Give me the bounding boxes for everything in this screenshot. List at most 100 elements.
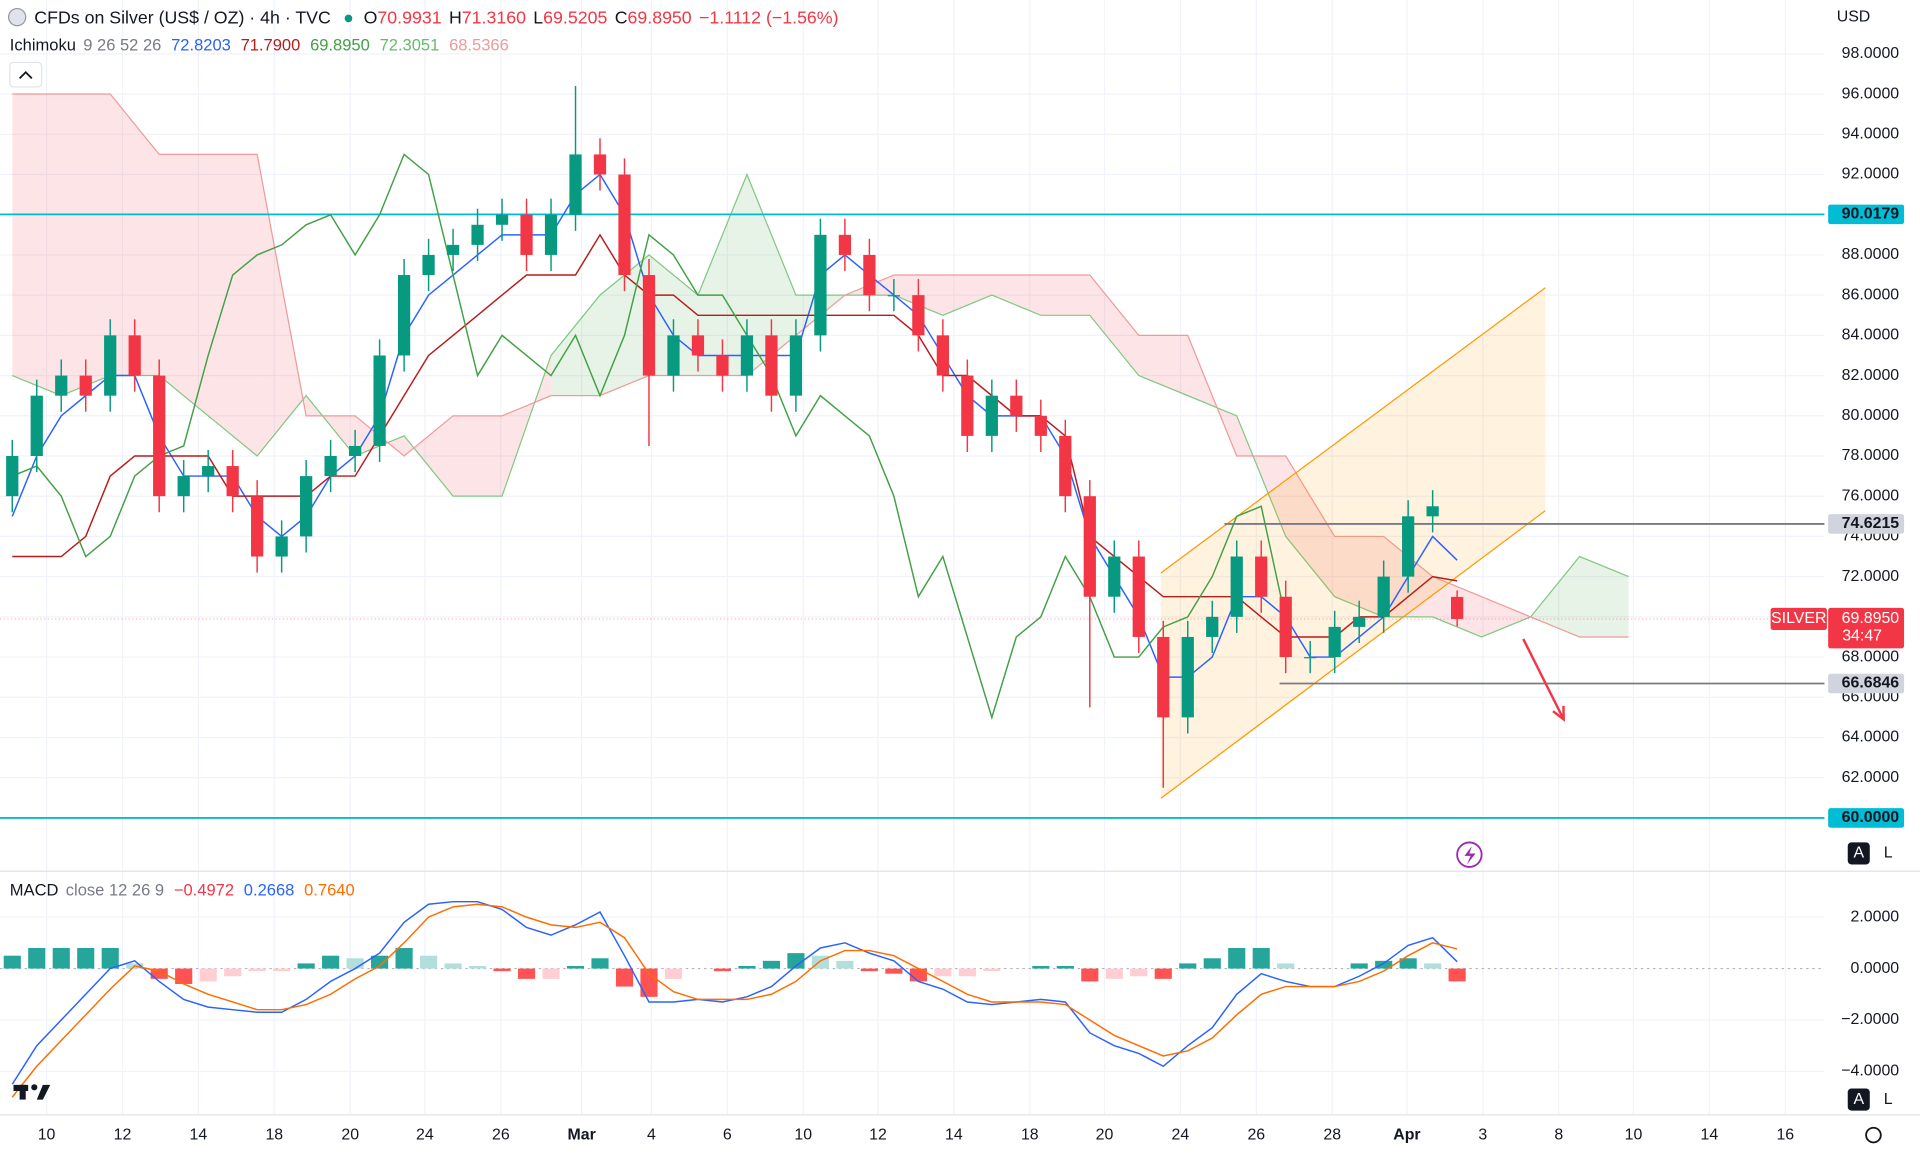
x-tick-label: 18 [265,1126,283,1143]
candle-body [838,234,852,255]
x-tick-label: 6 [723,1126,732,1143]
channel-area [1160,287,1546,799]
y-tick-label: 86.0000 [1842,286,1900,303]
scale-button[interactable]: A [1853,845,1864,862]
histogram-bar [542,968,560,979]
scale-button[interactable]: L [1884,1091,1893,1108]
collapse-button[interactable] [9,61,43,88]
candle-body [936,335,949,376]
symbol-icon [7,7,27,27]
y-tick-label: 96.0000 [1842,85,1900,102]
symbol-tag [1770,607,1827,630]
candle-body [667,335,680,376]
histogram-bar [1154,968,1172,979]
x-tick-label: 12 [114,1126,132,1143]
histogram-bar [297,963,315,969]
candle-body [153,375,166,497]
candle-body [1304,657,1317,659]
x-tick-label: Apr [1393,1126,1420,1143]
scale-button-bg [1847,842,1870,865]
candle-body [716,355,729,376]
cloud-segment [600,254,649,396]
legend-value: 72.3051 [380,36,440,55]
axes: 10 12 14 18 20 24 26 Mar 4 6 10 12 14 18 20 24 26 28 Apr 3 8… [38,45,1905,1143]
y-tick-label: 68.0000 [1842,648,1900,665]
candle-body [55,375,68,396]
histogram-bar [175,968,193,984]
histogram-bar [591,958,609,969]
candle-body [1353,616,1366,627]
level-tag [1828,204,1905,225]
cloud-segment [697,174,747,376]
legend-value: 72.8203 [171,36,231,55]
candle-body [961,375,974,436]
scale-button[interactable]: L [1884,845,1893,862]
settings-icon[interactable] [1865,1126,1882,1144]
ohlc-label: H [449,7,462,27]
indicator-legend: Ichimoku 9 26 52 26 72.8203 71.7900 69.8950 7… [10,36,509,55]
x-tick-label: 12 [869,1126,887,1143]
histogram-bar [983,968,1001,972]
x-tick-label: 10 [794,1126,812,1143]
histogram-bar [909,968,927,982]
cloud-segment [257,154,307,456]
x-tick-label: 18 [1021,1126,1039,1143]
macd-legend: MACD close 12 26 9 −0.4972 0.2668 0.7640 [10,881,355,900]
candle-body [1328,626,1341,658]
candle-body [569,154,582,215]
candle-body [520,214,533,255]
x-tick-label: 10 [1625,1126,1643,1143]
candle-body [1230,556,1243,617]
x-tick-label: 28 [1323,1126,1341,1143]
macd-line [11,900,1458,1085]
x-tick-label: 20 [1096,1126,1114,1143]
scale-button-bg [1847,1088,1870,1111]
x-tick-label: 4 [647,1126,656,1143]
alert-icon[interactable] [1456,841,1483,868]
channel-line [1160,287,1546,574]
header: CFDs on Silver (US$ / OZ) · 4h · TVC ● O70… [34,7,838,27]
y-tick-label: 72.0000 [1842,568,1900,585]
cloud-segment [1579,556,1629,637]
cloud-segment [1334,536,1384,617]
x-tick-label: 16 [1776,1126,1794,1143]
histogram-bar [787,953,805,969]
cloud-segment [1285,455,1335,597]
cloud-segment [746,174,796,376]
histogram-bar [346,958,364,969]
candle-body [202,466,215,477]
histogram-bar [517,968,536,979]
candle-body [422,254,435,276]
candle-body [618,174,631,276]
y-tick-label: 64.0000 [1842,729,1900,746]
last-price-label: 69.8950 [1842,610,1900,627]
y-tick-label: −4.0000 [1841,1063,1899,1080]
histogram-bar [1081,968,1099,982]
x-tick-label: 24 [1172,1126,1190,1143]
scale-button[interactable]: A [1853,1091,1864,1108]
indicator-line [11,153,1287,720]
indicator-params: 9 26 52 26 [83,36,161,55]
candle-body [1279,596,1292,658]
histogram-bar [28,947,46,969]
currency[interactable]: USD [1837,8,1871,25]
arrow-head [1552,705,1565,722]
candle-body [1255,556,1268,597]
level-label: 90.0179 [1842,206,1900,223]
candle-body [300,476,313,537]
candle-body [6,455,19,497]
legend-value: 69.8950 [310,36,370,55]
candle-body [177,476,190,497]
level-label: 60.0000 [1842,809,1900,826]
ohlc-label: C [615,7,628,27]
candle-body [814,234,827,336]
histogram-bar [1350,963,1368,969]
cloud-segment [1530,556,1580,637]
x-tick-label: 14 [190,1126,208,1143]
x-tick-label: 8 [1554,1126,1563,1143]
histogram-bar [664,968,683,979]
y-tick-label: 94.0000 [1842,126,1900,143]
candle-body [373,355,386,446]
market-dot: ● [343,7,354,27]
candle-body [985,395,998,436]
